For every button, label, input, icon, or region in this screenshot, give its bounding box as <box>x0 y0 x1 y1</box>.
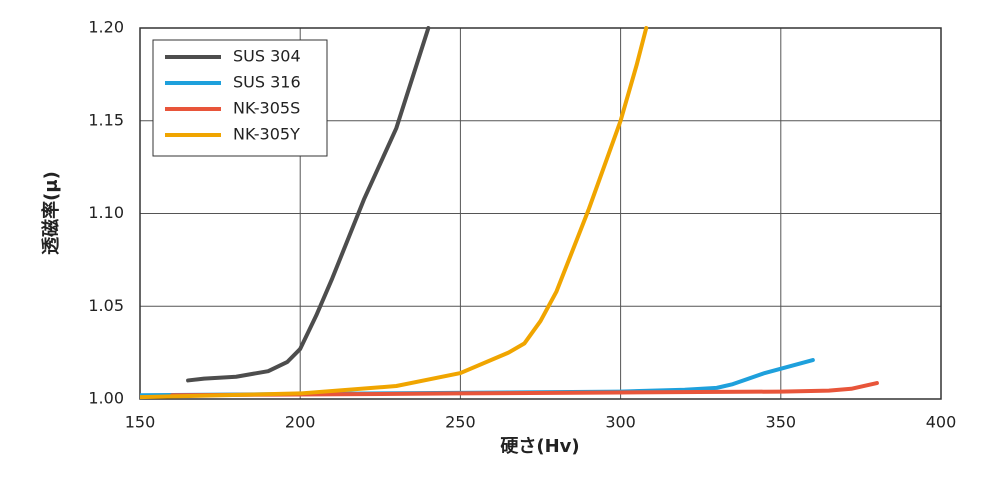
legend-label: NK-305Y <box>233 125 300 144</box>
x-tick-label: 300 <box>605 413 636 432</box>
legend-label: SUS 304 <box>233 47 301 66</box>
y-tick-label: 1.00 <box>88 389 124 408</box>
x-tick-label: 150 <box>125 413 156 432</box>
y-tick-label: 1.20 <box>88 18 124 37</box>
x-axis-title: 硬さ(Hv) <box>500 436 579 457</box>
x-tick-label: 400 <box>926 413 957 432</box>
series-line <box>140 26 649 400</box>
legend-label: NK-305S <box>233 99 300 118</box>
x-tick-label: 250 <box>445 413 476 432</box>
y-axis-title: 透磁率(μ) <box>40 171 62 255</box>
x-tick-label: 200 <box>285 413 316 432</box>
series-group <box>140 26 879 400</box>
y-tick-label: 1.15 <box>88 110 124 129</box>
y-tick-label: 1.05 <box>88 296 124 315</box>
plot-frame <box>139 27 942 400</box>
x-tick-label: 350 <box>766 413 797 432</box>
series-line <box>170 381 879 398</box>
series-line <box>186 26 431 383</box>
legend-label: SUS 316 <box>233 73 301 92</box>
y-tick-label: 1.10 <box>88 203 124 222</box>
